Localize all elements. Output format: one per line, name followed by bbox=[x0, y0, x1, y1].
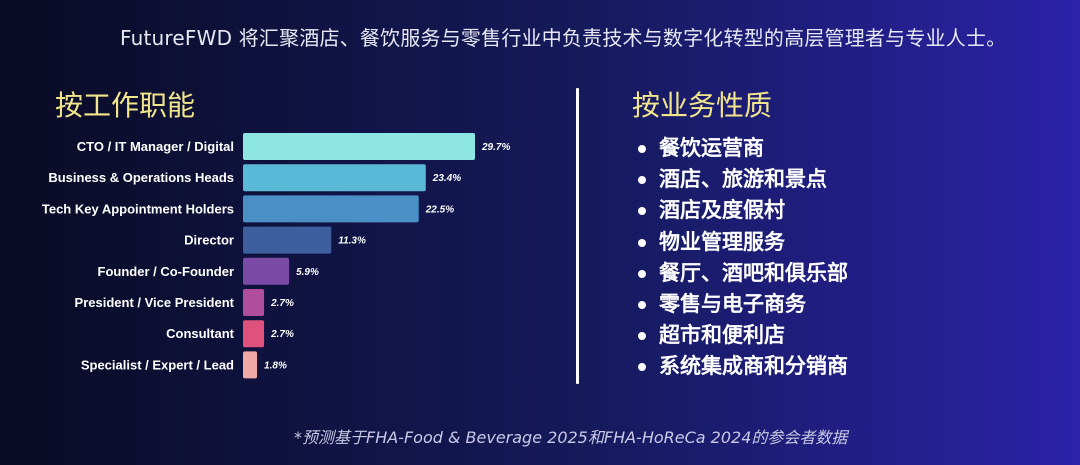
bar-category-label: Tech Key Appointment Holders bbox=[42, 201, 234, 216]
bar-value-label: 1.8% bbox=[264, 360, 287, 371]
bar bbox=[243, 320, 265, 348]
bullet-icon bbox=[638, 238, 646, 247]
bullet-icon bbox=[638, 207, 646, 216]
bar-category-label: Director bbox=[184, 233, 234, 248]
bar-category-label: Specialist / Expert / Lead bbox=[81, 357, 234, 372]
business-type-label: 超市和便利店 bbox=[659, 323, 785, 348]
bar-value-label: 23.4% bbox=[432, 173, 461, 184]
business-type-label: 系统集成商和分销商 bbox=[659, 354, 848, 379]
business-type-item: 超市和便利店 bbox=[632, 320, 848, 351]
bar bbox=[243, 257, 290, 285]
bar-value-label: 11.3% bbox=[338, 236, 366, 247]
bar bbox=[243, 133, 475, 160]
business-type-title: 按业务性质 bbox=[632, 89, 773, 122]
bar-value-label: 2.7% bbox=[270, 298, 294, 309]
business-type-list: 餐饮运营商 酒店、旅游和景点 酒店及度假村 物业管理服务 餐厅、酒吧和俱乐部 零… bbox=[632, 133, 848, 383]
footnote: *预测基于FHA-Food & Beverage 2025和FHA-HoReCa… bbox=[294, 428, 848, 447]
bar-value-label: 29.7% bbox=[481, 142, 510, 153]
bullet-icon bbox=[638, 332, 646, 341]
bullet-icon bbox=[638, 300, 646, 309]
bar-category-label: Business & Operations Heads bbox=[48, 170, 234, 185]
business-type-label: 零售与电子商务 bbox=[659, 291, 806, 316]
bar-value-label: 22.5% bbox=[425, 204, 454, 215]
bar-value-label: 2.7% bbox=[270, 329, 294, 340]
job-function-title: 按工作职能 bbox=[55, 89, 196, 122]
job-function-bar-chart: CTO / IT Manager / Digital 29.7% Business … bbox=[42, 133, 510, 379]
business-type-label: 餐饮运营商 bbox=[659, 136, 764, 160]
business-type-item: 餐饮运营商 bbox=[632, 133, 848, 164]
business-type-item: 系统集成商和分销商 bbox=[632, 351, 848, 382]
business-type-item: 酒店、旅游和景点 bbox=[632, 164, 848, 195]
business-type-item: 酒店及度假村 bbox=[632, 195, 848, 226]
bar-category-label: Founder / Co-Founder bbox=[98, 264, 234, 279]
bullet-icon bbox=[638, 176, 646, 185]
bar bbox=[243, 164, 426, 192]
bar bbox=[243, 226, 332, 254]
bar-category-label: CTO / IT Manager / Digital bbox=[77, 139, 234, 154]
business-type-label: 餐厅、酒吧和俱乐部 bbox=[659, 260, 848, 285]
intro-text: FutureFWD 将汇聚酒店、餐饮服务与零售行业中负责技术与数字化转型的高层管… bbox=[120, 26, 1007, 50]
bar bbox=[243, 351, 258, 379]
bullet-icon bbox=[638, 363, 646, 372]
business-type-item: 零售与电子商务 bbox=[632, 289, 848, 320]
bullet-icon bbox=[638, 145, 646, 153]
business-type-label: 物业管理服务 bbox=[659, 229, 785, 254]
bar-category-label: President / Vice President bbox=[75, 295, 235, 310]
business-type-item: 物业管理服务 bbox=[632, 227, 848, 258]
bar-category-label: Consultant bbox=[166, 326, 235, 341]
business-type-item: 餐厅、酒吧和俱乐部 bbox=[632, 258, 848, 289]
business-type-label: 酒店、旅游和景点 bbox=[659, 167, 827, 192]
vertical-divider bbox=[576, 88, 579, 384]
bullet-icon bbox=[638, 269, 646, 278]
bar bbox=[243, 195, 419, 223]
business-type-label: 酒店及度假村 bbox=[659, 198, 785, 223]
bar bbox=[243, 289, 265, 316]
bar-value-label: 5.9% bbox=[296, 267, 319, 278]
